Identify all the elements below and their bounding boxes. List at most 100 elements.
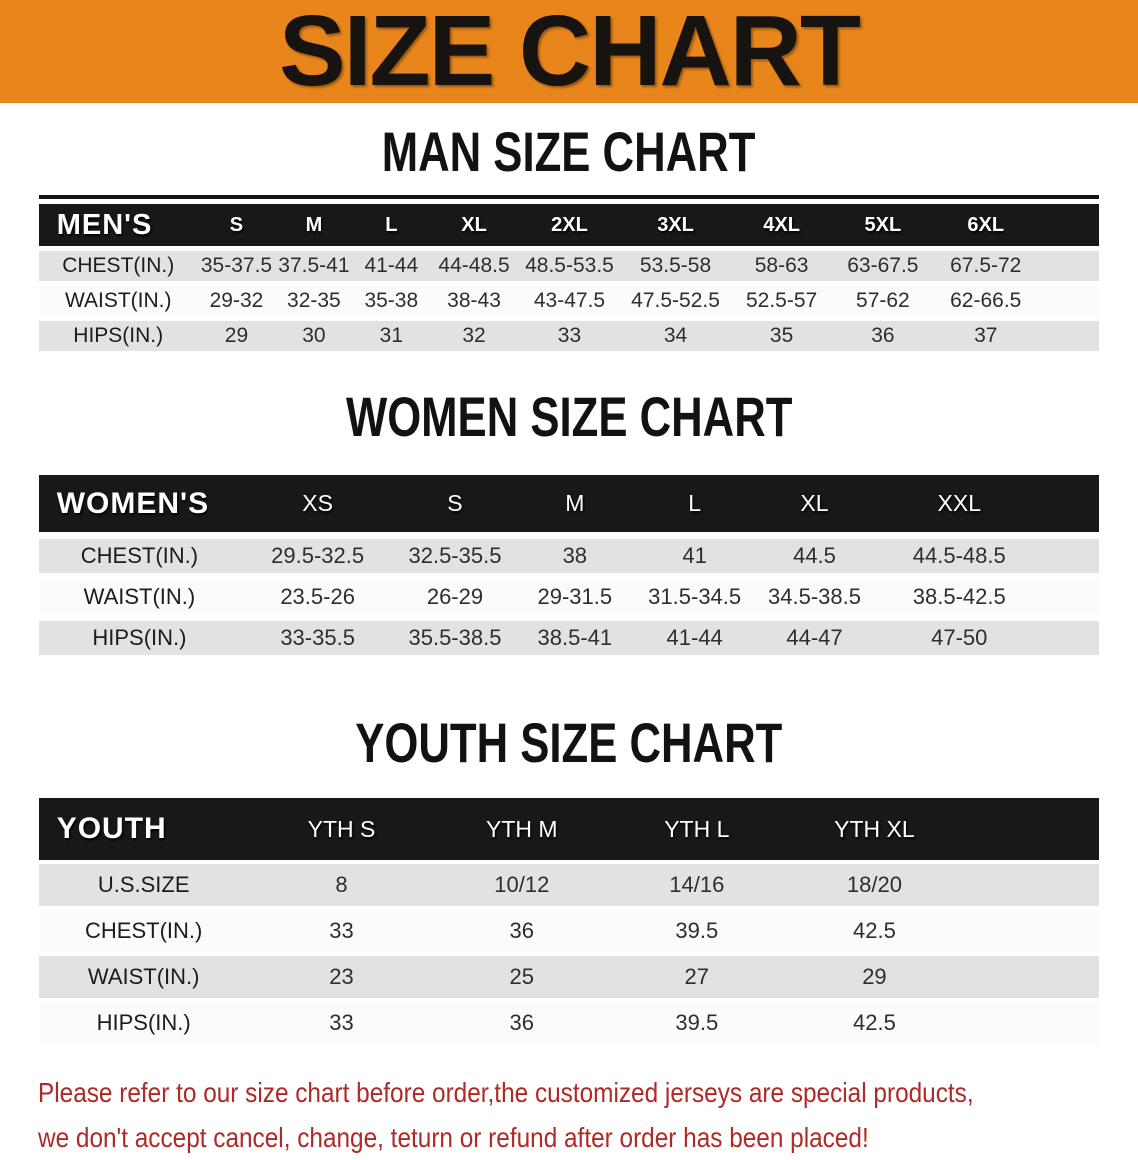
youth-size-chart-heading: YOUTH SIZE CHART <box>355 711 783 774</box>
size-value-cell: 36 <box>434 1002 610 1044</box>
spacer-cell <box>1038 321 1100 351</box>
disclaimer-note: Please refer to our size chart before or… <box>38 1070 1138 1160</box>
size-value-cell: 35 <box>730 321 834 351</box>
table-row: HIPS(IN.) 33-35.5 35.5-38.5 38.5-41 41-44 44-… <box>38 621 1100 655</box>
size-value-cell: 38-43 <box>430 286 519 316</box>
size-value-cell: 36 <box>434 910 610 952</box>
size-value-cell: 33-35.5 <box>240 621 396 655</box>
size-value-cell: 47-50 <box>874 621 1045 655</box>
row-label: U.S.SIZE <box>38 864 249 906</box>
size-value-cell: 29.5-32.5 <box>240 539 396 573</box>
row-label: HIPS(IN.) <box>38 1002 249 1044</box>
spacer-cell <box>1038 204 1100 246</box>
size-value-cell: 41-44 <box>352 251 431 281</box>
size-value-cell: 67.5-72 <box>932 251 1039 281</box>
size-value-cell: 34 <box>620 321 731 351</box>
youth-size-chart-section: YOUTH SIZE CHART YOUTH YTH S YTH M YTH L YTH… <box>0 714 1138 1048</box>
size-value-cell: 37 <box>932 321 1039 351</box>
row-label: WAIST(IN.) <box>38 956 249 998</box>
row-label: WAIST(IN.) <box>38 580 241 614</box>
table-header-row: WOMEN'S XS S M L XL XXL <box>38 475 1100 532</box>
size-value-cell: 43-47.5 <box>518 286 621 316</box>
size-value-cell: 32-35 <box>275 286 353 316</box>
table-row: HIPS(IN.) 29 30 31 32 33 34 35 36 37 <box>38 321 1100 351</box>
column-header: YTH M <box>434 798 610 860</box>
size-value-cell: 33 <box>518 321 621 351</box>
men-size-chart-section: MAN SIZE CHART MEN'S S M L XL 2XL 3XL 4XL 5XL 6XL… <box>0 123 1138 356</box>
women-size-chart-heading: WOMEN SIZE CHART <box>345 385 793 448</box>
column-header: YTH XL <box>784 798 965 860</box>
size-value-cell: 27 <box>609 956 785 998</box>
column-header: M <box>275 204 353 246</box>
size-value-cell: 39.5 <box>609 910 785 952</box>
row-label: CHEST(IN.) <box>38 910 249 952</box>
column-header: 6XL <box>932 204 1039 246</box>
spacer-cell <box>964 956 1100 998</box>
size-value-cell: 57-62 <box>833 286 933 316</box>
column-header: 5XL <box>833 204 933 246</box>
size-value-cell: 29 <box>784 956 965 998</box>
size-value-cell: 33 <box>248 910 435 952</box>
women-size-chart-section: WOMEN SIZE CHART WOMEN'S XS S M L XL XXL CHEST… <box>0 388 1138 662</box>
size-value-cell: 29 <box>197 321 276 351</box>
column-header: XL <box>754 475 875 532</box>
size-value-cell: 25 <box>434 956 610 998</box>
size-value-cell: 34.5-38.5 <box>754 580 875 614</box>
table-row: WAIST(IN.) 23 25 27 29 <box>38 956 1100 998</box>
size-value-cell: 58-63 <box>730 251 834 281</box>
size-value-cell: 53.5-58 <box>620 251 731 281</box>
spacer-cell <box>1044 580 1100 614</box>
size-value-cell: 44.5-48.5 <box>874 539 1045 573</box>
size-value-cell: 42.5 <box>784 1002 965 1044</box>
column-header: 2XL <box>518 204 621 246</box>
column-header: 4XL <box>730 204 834 246</box>
size-value-cell: 41 <box>634 539 755 573</box>
disclaimer-line-2: we don't accept cancel, change, teturn o… <box>38 1122 869 1153</box>
size-value-cell: 14/16 <box>609 864 785 906</box>
table-corner-label: WOMEN'S <box>38 475 241 532</box>
spacer-cell <box>1044 539 1100 573</box>
size-value-cell: 39.5 <box>609 1002 785 1044</box>
size-value-cell: 23.5-26 <box>240 580 396 614</box>
size-chart-sections: MAN SIZE CHART MEN'S S M L XL 2XL 3XL 4XL 5XL 6XL… <box>0 123 1138 1048</box>
size-value-cell: 10/12 <box>434 864 610 906</box>
table-row: HIPS(IN.) 33 36 39.5 42.5 <box>38 1002 1100 1044</box>
size-value-cell: 18/20 <box>784 864 965 906</box>
size-value-cell: 41-44 <box>634 621 755 655</box>
table-corner-label: YOUTH <box>38 798 249 860</box>
column-header: M <box>514 475 635 532</box>
row-label: CHEST(IN.) <box>38 539 241 573</box>
size-value-cell: 35-37.5 <box>197 251 276 281</box>
size-value-cell: 38 <box>514 539 635 573</box>
banner: SIZE CHART <box>0 0 1138 103</box>
table-row: CHEST(IN.) 33 36 39.5 42.5 <box>38 910 1100 952</box>
size-value-cell: 48.5-53.5 <box>518 251 621 281</box>
table-row: WAIST(IN.) 29-32 32-35 35-38 38-43 43-47.5 47.… <box>38 286 1100 316</box>
column-header: S <box>395 475 515 532</box>
spacer-cell <box>1038 251 1100 281</box>
spacer-cell <box>964 910 1100 952</box>
column-header: L <box>634 475 755 532</box>
size-value-cell: 31 <box>352 321 431 351</box>
spacer-cell <box>1044 475 1100 532</box>
spacer-cell <box>964 798 1100 860</box>
size-value-cell: 33 <box>248 1002 435 1044</box>
table-header-row: YOUTH YTH S YTH M YTH L YTH XL <box>38 798 1100 860</box>
table-corner-label: MEN'S <box>38 204 198 246</box>
spacer-cell <box>964 1002 1100 1044</box>
table-row: CHEST(IN.) 35-37.5 37.5-41 41-44 44-48.5 48.5… <box>38 251 1100 281</box>
size-value-cell: 32 <box>430 321 519 351</box>
column-header: S <box>197 204 276 246</box>
men-size-table: MEN'S S M L XL 2XL 3XL 4XL 5XL 6XL CHEST(IN.) 35-3… <box>38 195 1100 356</box>
disclaimer-line-1: Please refer to our size chart before or… <box>38 1077 974 1108</box>
size-value-cell: 44.5 <box>754 539 875 573</box>
women-size-table: WOMEN'S XS S M L XL XXL CHEST(IN.) 29.5-32.5 32.… <box>38 468 1100 662</box>
size-value-cell: 31.5-34.5 <box>634 580 755 614</box>
size-value-cell: 63-67.5 <box>833 251 933 281</box>
size-value-cell: 26-29 <box>395 580 515 614</box>
row-label: CHEST(IN.) <box>38 251 198 281</box>
size-value-cell: 38.5-41 <box>514 621 635 655</box>
size-value-cell: 36 <box>833 321 933 351</box>
youth-size-table: YOUTH YTH S YTH M YTH L YTH XL U.S.SIZE 8 10/1… <box>38 794 1100 1048</box>
